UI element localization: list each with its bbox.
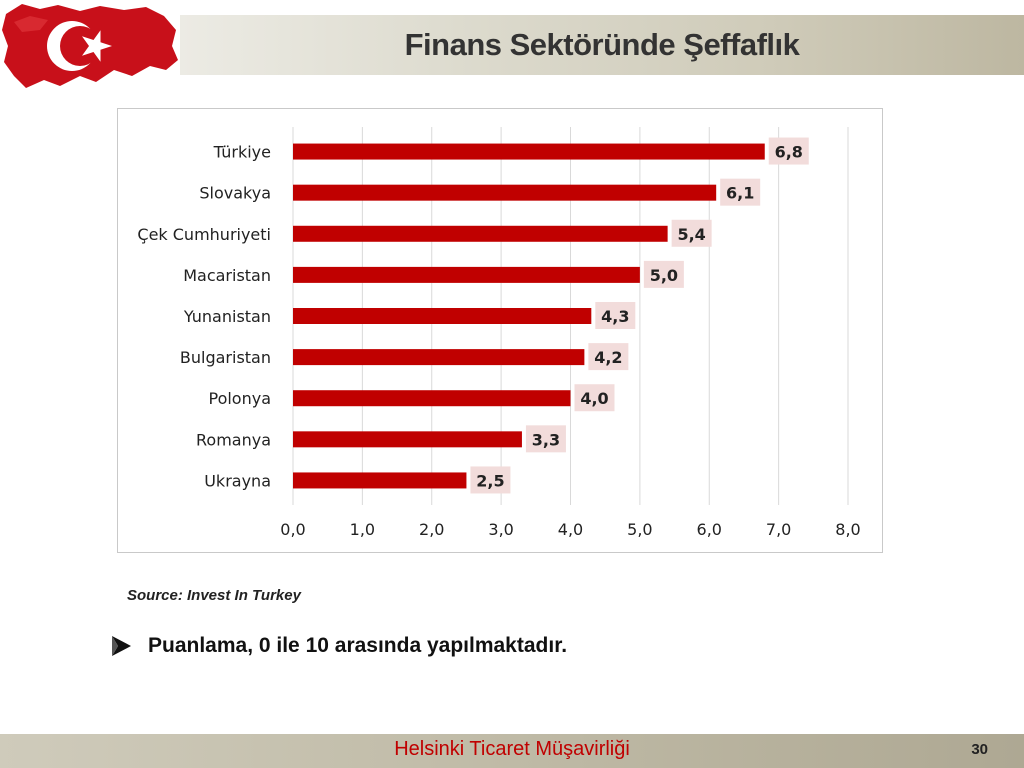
bar: [293, 349, 585, 366]
bullet-text: Puanlama, 0 ile 10 arasında yapılmaktadı…: [148, 634, 568, 657]
data-label: 5,0: [650, 266, 678, 285]
category-label: Yunanistan: [183, 307, 271, 326]
data-label-bg: [595, 302, 636, 329]
data-label-bg: [574, 384, 615, 412]
data-label-bg: [768, 137, 809, 165]
data-label-bg: [643, 260, 684, 288]
bar: [293, 225, 668, 242]
data-label-bg: [470, 466, 511, 494]
x-tick-label: 6,0: [697, 520, 722, 539]
data-label-bg: [588, 343, 629, 371]
category-label: Ukrayna: [204, 471, 271, 490]
data-label: 4,3: [601, 307, 629, 326]
x-tick-label: 3,0: [488, 520, 513, 539]
x-tick-label: 4,0: [558, 520, 583, 539]
category-label: Polonya: [208, 389, 271, 408]
data-label-bg: [671, 219, 712, 247]
data-label: 4,2: [594, 348, 622, 367]
data-label: 3,3: [532, 430, 560, 449]
category-label: Slovakya: [199, 184, 271, 203]
category-label: Macaristan: [183, 266, 271, 285]
bullet-item: Puanlama, 0 ile 10 arasında yapılmaktadı…: [110, 634, 567, 658]
bar: [293, 472, 467, 489]
x-tick-label: 2,0: [419, 520, 444, 539]
data-label-bg: [720, 178, 761, 206]
page-title: Finans Sektöründe Şeffaflık: [404, 27, 800, 62]
category-label: Bulgaristan: [180, 348, 271, 367]
footer-bar: Helsinki Ticaret Müşavirliği 30: [0, 734, 1024, 768]
bar: [293, 266, 640, 283]
category-label: Çek Cumhuriyeti: [137, 225, 271, 244]
bar-chart: 0,0 1,0 2,0 3,0 4,0 5,0 6,0 7,0 8,0 Türkiye 6,8 Slo…: [137, 127, 861, 539]
x-tick-label: 0,0: [280, 520, 305, 539]
bar: [293, 308, 592, 324]
bar: [293, 184, 717, 201]
data-label: 5,4: [677, 225, 705, 244]
turkey-map-flag-icon: [2, 4, 178, 88]
source-note: Source: Invest In Turkey: [127, 587, 301, 604]
data-label: 2,5: [476, 471, 504, 490]
title-bar: Finans Sektöründe Şeffaflık: [180, 15, 1024, 75]
data-label: 6,8: [775, 143, 803, 162]
x-tick-label: 7,0: [766, 520, 791, 539]
x-tick-label: 1,0: [350, 520, 375, 539]
data-label: 6,1: [726, 184, 754, 203]
bar: [293, 390, 571, 407]
x-tick-label: 8,0: [835, 520, 860, 539]
bar: [293, 431, 522, 448]
category-label: Romanya: [196, 430, 271, 449]
x-tick-label: 5,0: [627, 520, 652, 539]
chart-frame: 0,0 1,0 2,0 3,0 4,0 5,0 6,0 7,0 8,0 Türkiye 6,8 Slo…: [117, 108, 883, 553]
category-label: Türkiye: [213, 143, 271, 162]
footer-text: Helsinki Ticaret Müşavirliği: [394, 738, 630, 760]
data-label-bg: [525, 425, 566, 453]
page-number: 30: [971, 741, 988, 758]
arrow-bullet-icon: [112, 636, 131, 656]
data-label: 4,0: [580, 389, 608, 408]
bar: [293, 143, 765, 160]
